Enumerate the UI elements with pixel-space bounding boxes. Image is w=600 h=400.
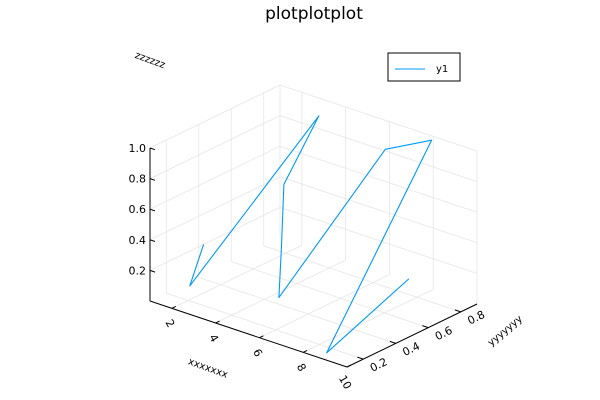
x-tick-mark (215, 320, 220, 324)
back-wall-grid-line (279, 84, 478, 152)
y-axis-label: yyyyyyy (486, 314, 525, 349)
z-tick-mark (149, 269, 156, 273)
legend-box (387, 52, 461, 82)
y-tick-mark (357, 356, 364, 360)
y-tick-mark (454, 309, 461, 313)
z-tick-label: 0.2 (129, 264, 147, 277)
x-tick-label: 8 (294, 361, 309, 374)
floor-grid-line (231, 261, 429, 329)
y-tick-mark (422, 325, 429, 329)
x-tick-mark (346, 364, 352, 368)
z-tick-mark (149, 147, 156, 151)
legend-label: y1 (436, 64, 448, 75)
z-tick-label: 0.8 (129, 173, 147, 186)
z-tick-mark (149, 208, 156, 212)
back-wall-grid-line (279, 145, 478, 213)
chart-title: plotplotplot (265, 4, 363, 24)
x-axis-line (149, 300, 348, 368)
y-axis-line (346, 303, 478, 368)
x-tick-label: 4 (206, 332, 221, 345)
y-tick-label: 0.6 (433, 324, 454, 343)
x-axis-label: xxxxxxx (187, 356, 230, 381)
x-tick-mark (171, 305, 177, 309)
floor-grid-line (303, 288, 434, 353)
side-wall-grid-line (149, 115, 281, 179)
series-layer (189, 115, 433, 354)
z-tick-label: 0.4 (129, 234, 147, 247)
back-wall-grid-line (279, 207, 478, 274)
side-wall-grid-line (149, 176, 281, 241)
x-tick-label: 10 (336, 373, 354, 392)
x-tick-mark (303, 349, 308, 353)
side-wall-grid-line (149, 207, 281, 271)
legend: y1 (387, 52, 461, 82)
y-tick-label: 0.4 (401, 340, 422, 359)
x-tick-label: 6 (250, 347, 265, 360)
back-wall-grid-line (279, 115, 478, 182)
floor-grid-line (215, 259, 346, 324)
x-tick-mark (259, 335, 264, 339)
side-wall-grid-line (149, 145, 281, 210)
floor-grid-line (263, 245, 461, 313)
floor-grid-line (259, 274, 390, 339)
grid-layer (149, 84, 478, 368)
y-tick-label: 0.2 (368, 355, 389, 374)
side-wall-grid-line (149, 84, 281, 149)
z-tick-mark (149, 239, 156, 242)
y-tick-label: 0.8 (466, 308, 487, 327)
floor-grid-line (198, 276, 396, 344)
y-tick-mark (389, 340, 396, 344)
back-wall-grid-line (279, 176, 478, 244)
floor-grid-line (166, 292, 364, 360)
z-tick-label: 1.0 (129, 142, 147, 155)
z-axis-label: zzzzzz (133, 50, 166, 71)
axis-layer (149, 148, 478, 368)
z-tick-label: 0.6 (129, 203, 147, 216)
floor-grid-line (171, 244, 303, 309)
z-tick-mark (149, 178, 156, 181)
x-tick-label: 2 (163, 317, 178, 330)
series-line-1 (189, 115, 433, 354)
